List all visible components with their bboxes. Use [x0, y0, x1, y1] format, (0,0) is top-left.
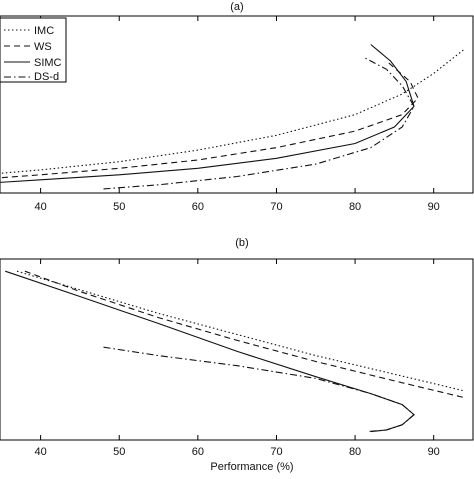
- panel-a-title: (a): [230, 1, 243, 13]
- panel-b: (b) 40 50 60 70 80 90 Performance (%): [0, 237, 474, 473]
- legend-label-imc: IMC: [34, 25, 54, 37]
- panel-a-frame: [0, 15, 474, 194]
- panel-b-xtick-label-90: 90: [428, 446, 440, 458]
- panel-b-xtick-label-50: 50: [113, 446, 125, 458]
- legend-label-ws: WS: [34, 41, 52, 53]
- panel-b-xtick-label-40: 40: [34, 446, 46, 458]
- panel-b-xtick-label-60: 60: [192, 446, 204, 458]
- legend-box: [0, 17, 67, 83]
- panel-a-series-simc: [0, 44, 415, 183]
- panel-b-series-simc: [5, 270, 415, 433]
- panel-b-frame: [0, 258, 474, 441]
- legend-label-simc: SIMC: [34, 57, 62, 69]
- panel-a-series-imc: [0, 48, 466, 174]
- panel-b-series-ds-d: [103, 346, 415, 433]
- panel-a-xtick-label-90: 90: [428, 201, 440, 213]
- panel-a: (a) 40 50 60 70 80 90 IMC WS SIMC DS-d: [0, 1, 474, 213]
- panel-a-series-ds-d: [103, 56, 415, 190]
- panel-b-xtick-label-70: 70: [270, 446, 282, 458]
- panel-b-series-imc: [16, 270, 466, 392]
- panel-a-xtick-label-70: 70: [270, 201, 282, 213]
- legend: IMC WS SIMC DS-d: [0, 17, 67, 83]
- panel-a-xtick-label-40: 40: [34, 201, 46, 213]
- panel-b-xtick-label-80: 80: [349, 446, 361, 458]
- panel-a-xtick-label-60: 60: [192, 201, 204, 213]
- panel-a-xtick-label-50: 50: [113, 201, 125, 213]
- x-axis-label: Performance (%): [210, 461, 293, 473]
- panel-b-title: (b): [235, 237, 248, 249]
- legend-label-dsd: DS-d: [34, 71, 59, 83]
- panel-a-xtick-label-80: 80: [349, 201, 361, 213]
- panel-b-series-ws: [24, 270, 466, 399]
